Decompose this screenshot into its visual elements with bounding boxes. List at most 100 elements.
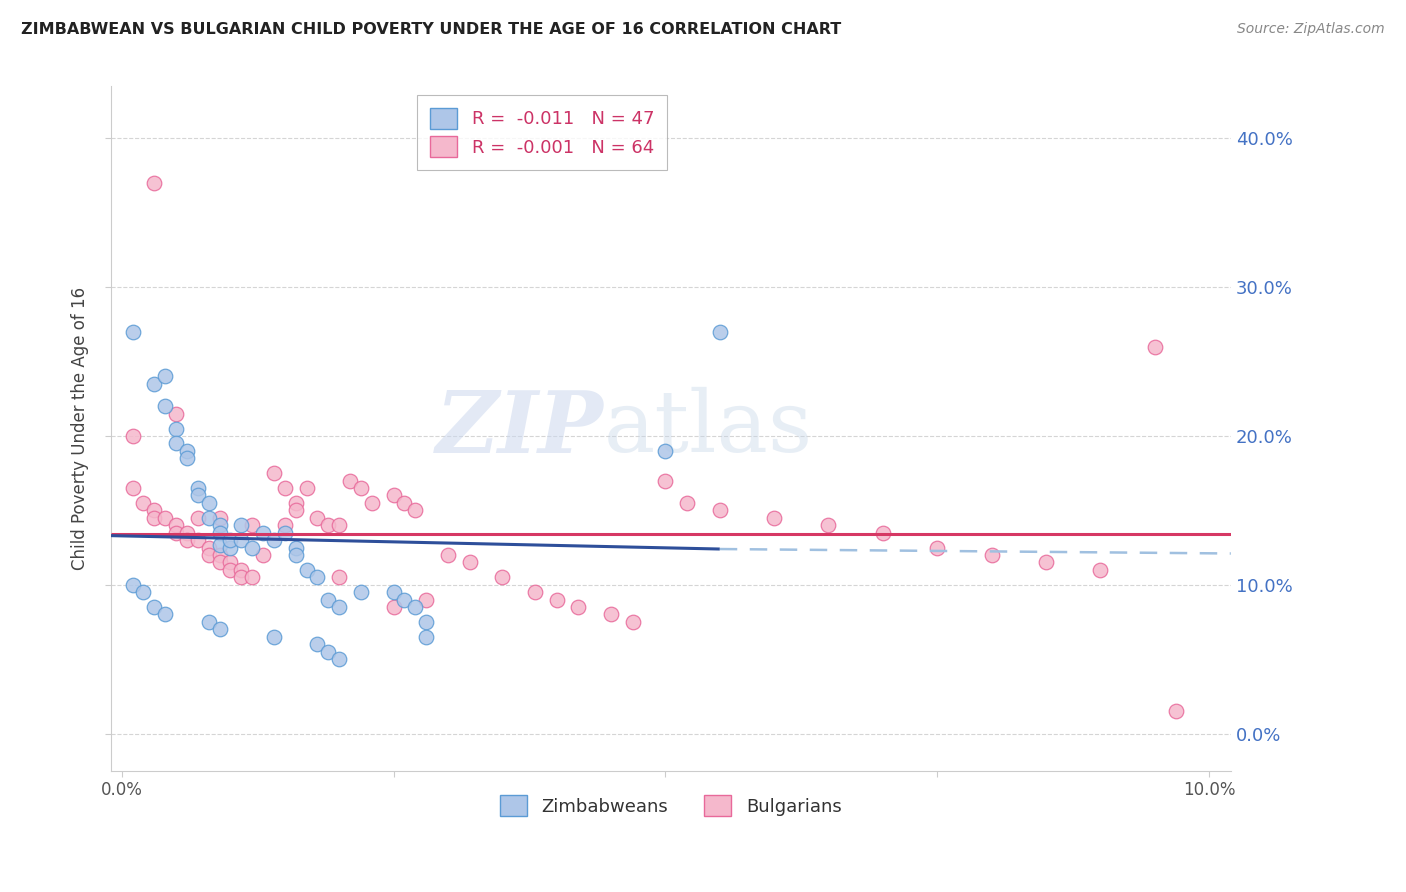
Point: [165, 436, 187, 450]
Point: [523, 585, 546, 599]
Point: [263, 533, 285, 547]
Point: [328, 570, 350, 584]
Point: [208, 510, 231, 524]
Point: [252, 525, 274, 540]
Point: [1090, 563, 1112, 577]
Point: [1143, 340, 1166, 354]
Point: [121, 429, 143, 443]
Point: [676, 496, 699, 510]
Point: [121, 481, 143, 495]
Point: [328, 600, 350, 615]
Point: [394, 592, 416, 607]
Point: [654, 443, 676, 458]
Point: [219, 533, 242, 547]
Point: [415, 630, 437, 644]
Point: [546, 592, 568, 607]
Point: [165, 407, 187, 421]
Point: [284, 503, 307, 517]
Point: [176, 443, 198, 458]
Point: [197, 548, 219, 562]
Point: [316, 518, 339, 533]
Point: [143, 510, 166, 524]
Point: [415, 592, 437, 607]
Point: [121, 578, 143, 592]
Point: [350, 481, 373, 495]
Point: [491, 570, 513, 584]
Point: [208, 518, 231, 533]
Point: [153, 399, 176, 413]
Legend: Zimbabweans, Bulgarians: Zimbabweans, Bulgarians: [492, 788, 849, 823]
Point: [208, 548, 231, 562]
Point: [197, 510, 219, 524]
Point: [197, 541, 219, 555]
Point: [197, 496, 219, 510]
Point: [143, 376, 166, 391]
Point: [307, 637, 329, 651]
Point: [274, 518, 297, 533]
Point: [219, 541, 242, 555]
Point: [252, 548, 274, 562]
Point: [240, 570, 263, 584]
Point: [208, 623, 231, 637]
Point: [121, 325, 143, 339]
Point: [295, 563, 318, 577]
Point: [316, 645, 339, 659]
Point: [263, 466, 285, 480]
Point: [187, 488, 209, 502]
Point: [143, 503, 166, 517]
Point: [274, 481, 297, 495]
Point: [284, 541, 307, 555]
Point: [307, 570, 329, 584]
Point: [143, 600, 166, 615]
Point: [176, 451, 198, 466]
Point: [350, 585, 373, 599]
Point: [872, 525, 894, 540]
Text: atlas: atlas: [603, 387, 813, 470]
Point: [231, 533, 253, 547]
Point: [240, 541, 263, 555]
Point: [927, 541, 949, 555]
Y-axis label: Child Poverty Under the Age of 16: Child Poverty Under the Age of 16: [72, 287, 89, 570]
Text: Source: ZipAtlas.com: Source: ZipAtlas.com: [1237, 22, 1385, 37]
Point: [382, 600, 405, 615]
Point: [328, 652, 350, 666]
Point: [284, 496, 307, 510]
Point: [307, 510, 329, 524]
Point: [274, 525, 297, 540]
Point: [316, 592, 339, 607]
Point: [176, 525, 198, 540]
Point: [231, 563, 253, 577]
Point: [567, 600, 589, 615]
Point: [382, 585, 405, 599]
Point: [153, 510, 176, 524]
Point: [219, 556, 242, 570]
Point: [132, 585, 155, 599]
Point: [219, 563, 242, 577]
Point: [1035, 556, 1057, 570]
Point: [339, 474, 361, 488]
Point: [263, 630, 285, 644]
Point: [328, 518, 350, 533]
Point: [132, 496, 155, 510]
Point: [240, 518, 263, 533]
Point: [231, 518, 253, 533]
Point: [165, 421, 187, 435]
Point: [1166, 704, 1188, 718]
Point: [817, 518, 839, 533]
Point: [763, 510, 786, 524]
Point: [404, 600, 426, 615]
Point: [187, 481, 209, 495]
Point: [165, 518, 187, 533]
Point: [197, 615, 219, 629]
Text: ZIP: ZIP: [436, 387, 603, 470]
Point: [394, 496, 416, 510]
Point: [208, 556, 231, 570]
Point: [153, 607, 176, 622]
Point: [404, 503, 426, 517]
Point: [382, 488, 405, 502]
Point: [231, 570, 253, 584]
Point: [709, 325, 731, 339]
Point: [621, 615, 644, 629]
Point: [208, 525, 231, 540]
Point: [415, 615, 437, 629]
